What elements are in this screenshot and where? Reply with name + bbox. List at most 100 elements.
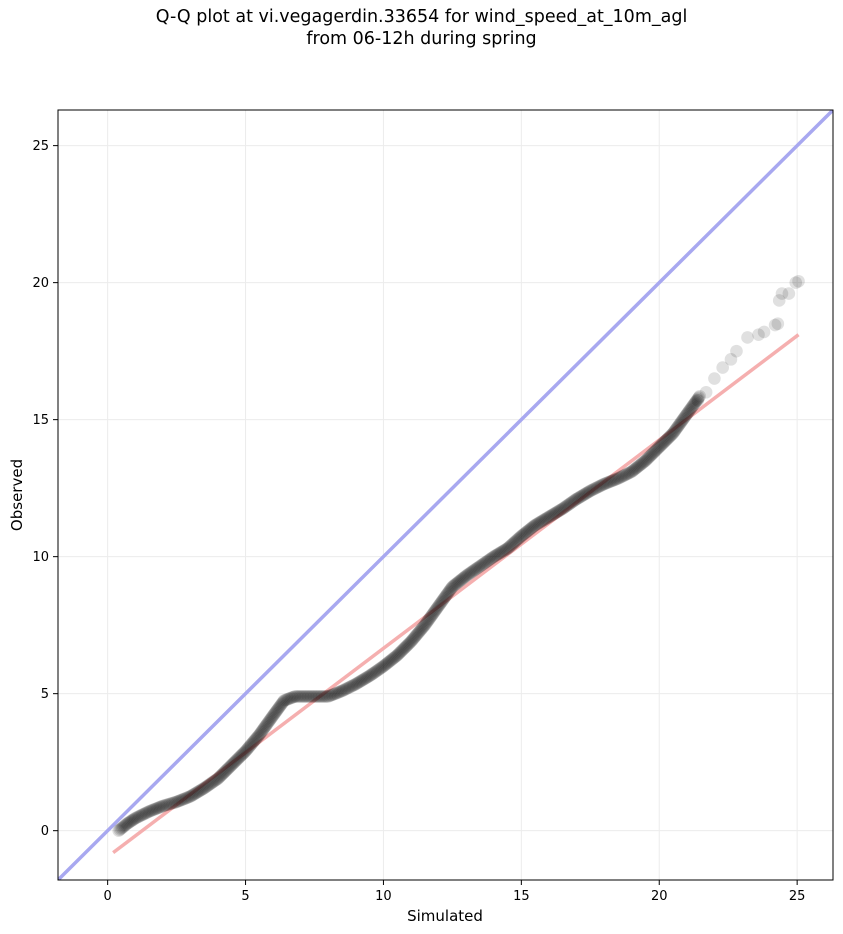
qq-point-406	[599, 477, 612, 490]
qq-point-84	[221, 762, 234, 776]
qq-point-484	[686, 400, 699, 413]
qq-point-211	[374, 661, 388, 675]
qq-point-49	[178, 792, 192, 805]
qq-point-223	[388, 650, 402, 664]
qq-point-245	[411, 627, 425, 640]
qq-point-295	[461, 568, 474, 582]
qq-point-8	[121, 816, 135, 830]
qq-point-224	[389, 649, 403, 663]
qq-point-184	[339, 682, 353, 696]
qq-point-502	[768, 318, 782, 332]
qq-point-331	[505, 538, 519, 551]
qq-point-19	[135, 808, 149, 822]
qq-point-338	[513, 530, 527, 544]
qq-point-276	[440, 588, 454, 601]
qq-point-109	[247, 735, 260, 749]
qq-point-228	[394, 645, 407, 659]
qq-point-157	[299, 690, 313, 703]
qq-point-129	[265, 710, 279, 724]
qq-point-96	[233, 750, 247, 763]
qq-point-162	[307, 690, 321, 703]
qq-point-59	[191, 785, 205, 799]
qq-point-103	[241, 742, 254, 756]
qq-point-280	[444, 583, 457, 596]
qq-point-141	[276, 695, 290, 709]
qq-point-14	[128, 812, 142, 825]
qq-point-403	[595, 479, 608, 492]
qq-point-214	[378, 659, 391, 672]
qq-point-422	[621, 467, 634, 481]
qq-point-491	[692, 391, 706, 404]
qq-point-404	[596, 478, 610, 492]
qq-point-57	[189, 787, 202, 800]
qq-point-127	[264, 713, 277, 726]
qq-point-474	[676, 412, 690, 426]
qq-point-186	[342, 681, 356, 694]
qq-point-36	[159, 798, 173, 812]
qq-point-114	[252, 729, 265, 743]
qq-point-309	[478, 556, 492, 570]
qq-point-126	[263, 714, 276, 728]
qq-point-366	[547, 507, 561, 521]
qq-point-236	[402, 637, 416, 651]
qq-point-254	[420, 616, 433, 629]
qq-point-94	[231, 752, 245, 765]
qq-point-407	[600, 476, 614, 490]
qq-point-499	[741, 331, 754, 344]
qq-point-357	[536, 514, 549, 527]
qq-point-87	[224, 759, 237, 773]
qq-point-267	[432, 599, 445, 613]
qq-point-128	[264, 711, 278, 725]
qq-point-430	[631, 460, 644, 474]
qq-point-391	[578, 487, 592, 501]
qq-point-26	[145, 804, 159, 817]
qq-point-117	[254, 725, 268, 739]
qq-point-147	[284, 691, 298, 705]
qq-point-290	[455, 573, 468, 586]
qq-point-243	[409, 629, 423, 643]
qq-point-344	[520, 525, 534, 538]
qq-point-270	[435, 595, 448, 609]
qq-point-472	[675, 415, 688, 429]
qq-point-152	[292, 690, 305, 703]
qq-point-37	[161, 798, 174, 811]
qq-point-425	[625, 465, 638, 479]
qq-point-266	[431, 600, 444, 614]
qq-point-262	[427, 606, 441, 619]
qq-point-486	[687, 397, 701, 411]
qq-point-41	[167, 796, 180, 810]
qq-point-71	[206, 775, 220, 789]
qq-point-321	[493, 546, 507, 560]
qq-point-10	[124, 815, 137, 828]
qq-point-222	[387, 651, 401, 665]
qq-point-469	[672, 419, 685, 432]
qq-point-202	[363, 669, 376, 683]
qq-point-506	[782, 287, 796, 300]
qq-point-330	[504, 539, 518, 552]
qq-point-179	[333, 685, 346, 699]
qq-point-428	[628, 462, 642, 476]
qq-point-72	[207, 774, 221, 788]
qq-point-287	[451, 575, 465, 589]
qq-point-325	[498, 543, 512, 557]
qq-point-203	[364, 668, 378, 682]
qq-point-46	[174, 793, 188, 807]
qq-point-264	[429, 603, 443, 617]
qq-point-77	[213, 770, 227, 783]
qq-point-138	[274, 699, 287, 712]
qq-point-212	[375, 660, 389, 674]
qq-point-99	[237, 747, 250, 760]
qq-point-61	[194, 784, 207, 797]
qq-point-308	[477, 557, 491, 570]
qq-point-104	[242, 741, 255, 754]
qq-point-453	[656, 437, 669, 451]
qq-point-335	[510, 533, 524, 547]
qq-point-490	[691, 392, 705, 406]
qq-point-417	[614, 470, 627, 484]
qq-point-481	[683, 404, 696, 417]
qq-point-78	[214, 769, 228, 782]
qq-point-108	[246, 736, 259, 750]
qq-point-489	[690, 393, 704, 407]
qq-point-31	[152, 801, 165, 814]
qq-point-246	[412, 625, 426, 639]
